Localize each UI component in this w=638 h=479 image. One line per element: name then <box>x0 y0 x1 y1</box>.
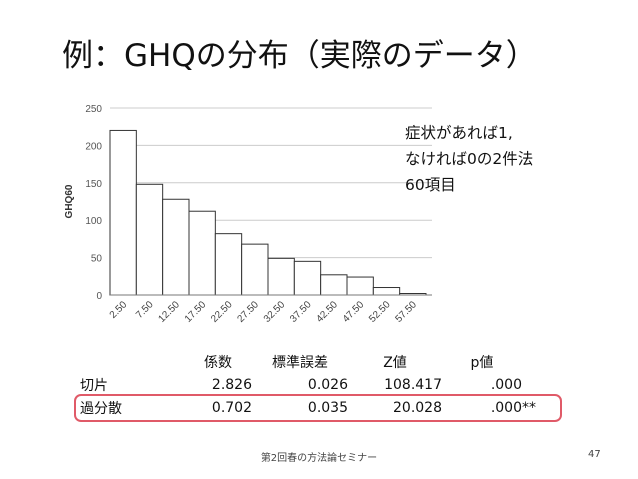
histogram-bar <box>346 276 374 296</box>
histogram-bar <box>293 260 322 296</box>
cell-z-value: 20.028 <box>393 399 442 416</box>
histogram-bar <box>109 129 137 296</box>
header-p-value: p値 <box>470 354 494 371</box>
highlight-box <box>74 394 562 422</box>
x-tick-label: 7.50 <box>134 299 156 321</box>
table-row: 過分散 0.702 0.035 20.028 .000 ** <box>80 396 562 419</box>
histogram-bar <box>320 274 348 296</box>
cell-coefficient: 2.826 <box>211 376 252 393</box>
cell-std-error: 0.026 <box>307 376 348 393</box>
y-tick-label: 100 <box>85 216 102 227</box>
x-tick-label: 12.50 <box>156 299 182 325</box>
coefficient-table: 係数 標準誤差 Z値 p値 切片 2.826 0.026 108.417 .00… <box>80 350 562 419</box>
ghq-histogram: 0 50 100 150 200 250 GHQ60 2.50 7.50 12.50 17.50 22… <box>64 104 432 325</box>
cell-significance <box>522 373 562 396</box>
x-tick-label: 52.50 <box>367 299 393 325</box>
cell-coefficient: 0.702 <box>211 399 252 416</box>
histogram-bar <box>188 210 216 296</box>
y-tick-label: 150 <box>85 179 102 190</box>
cell-z-value: 108.417 <box>384 376 442 393</box>
x-tick-label: 37.50 <box>288 299 314 325</box>
note-box: 症状があれば1, なければ0の2件法 60項目 <box>405 120 533 198</box>
x-tick-label: 17.50 <box>183 299 209 325</box>
slide-title: 例：GHQの分布（実際のデータ） <box>62 38 537 74</box>
y-tick-label: 250 <box>85 104 102 115</box>
cell-p-value: .000 <box>490 399 522 416</box>
x-tick-label: 22.50 <box>209 299 235 325</box>
y-tick-label: 0 <box>96 291 102 302</box>
x-tick-label: 42.50 <box>314 299 340 325</box>
note-line-2: なければ0の2件法 <box>405 150 534 168</box>
x-tick-label: 32.50 <box>262 299 288 325</box>
y-tick-label: 200 <box>85 141 102 152</box>
header-coefficient: 係数 <box>204 354 232 371</box>
histogram-bar <box>162 198 190 296</box>
row-label: 過分散 <box>80 400 122 417</box>
header-cell <box>80 350 184 373</box>
cell-significance: ** <box>522 399 536 416</box>
histogram-bar <box>135 183 164 296</box>
header-z-value: Z値 <box>383 354 407 371</box>
histogram-bar <box>214 233 243 296</box>
x-tick-label: 27.50 <box>235 299 261 325</box>
table-header-row: 係数 標準誤差 Z値 p値 <box>80 350 562 373</box>
histogram-bar <box>372 287 401 296</box>
header-std-error: 標準誤差 <box>272 354 328 371</box>
footer-text: 第2回春の方法論セミナー <box>260 453 378 464</box>
histogram-bar <box>241 243 269 296</box>
x-tick-label: 47.50 <box>341 299 367 325</box>
cell-p-value: .000 <box>490 376 522 393</box>
histogram-bar <box>267 257 295 296</box>
cell-std-error: 0.035 <box>307 399 348 416</box>
row-label: 切片 <box>80 377 108 394</box>
note-line-3: 60項目 <box>405 176 456 194</box>
table-row: 切片 2.826 0.026 108.417 .000 <box>80 373 562 396</box>
x-tick-label: 57.50 <box>393 299 419 325</box>
header-cell <box>522 350 562 373</box>
x-tick-label: 2.50 <box>108 299 130 321</box>
y-axis-label: GHQ60 <box>64 184 75 218</box>
note-line-1: 症状があれば1, <box>405 124 513 142</box>
page-number: 47 <box>588 449 601 460</box>
y-tick-label: 50 <box>91 254 103 265</box>
